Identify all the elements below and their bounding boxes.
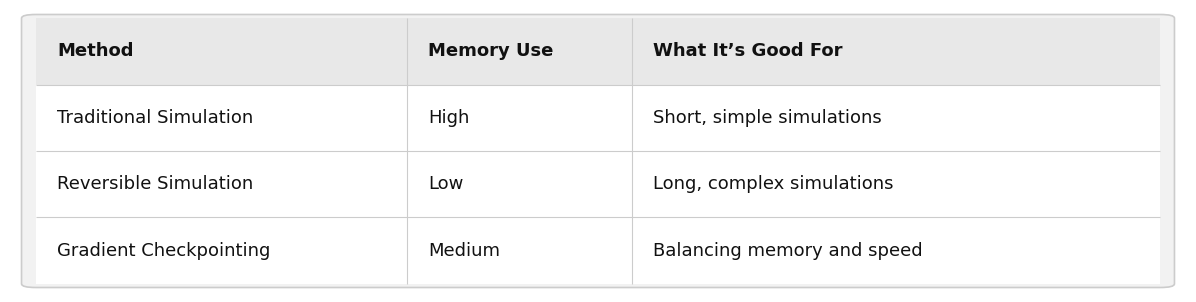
Text: Gradient Checkpointing: Gradient Checkpointing [57, 242, 270, 260]
FancyBboxPatch shape [22, 14, 1174, 288]
Text: Traditional Simulation: Traditional Simulation [57, 109, 254, 127]
Text: High: High [428, 109, 470, 127]
Bar [36, 217, 1160, 284]
Text: Balancing memory and speed: Balancing memory and speed [653, 242, 923, 260]
Text: Reversible Simulation: Reversible Simulation [57, 175, 254, 193]
Text: Long, complex simulations: Long, complex simulations [653, 175, 893, 193]
Bar [36, 151, 1160, 217]
Text: Method: Method [57, 42, 134, 60]
Text: Low: Low [428, 175, 464, 193]
Text: What It’s Good For: What It’s Good For [653, 42, 843, 60]
Text: Memory Use: Memory Use [428, 42, 554, 60]
Text: Short, simple simulations: Short, simple simulations [653, 109, 881, 127]
Bar [36, 18, 1160, 85]
Bar [36, 85, 1160, 151]
Text: Medium: Medium [428, 242, 500, 260]
